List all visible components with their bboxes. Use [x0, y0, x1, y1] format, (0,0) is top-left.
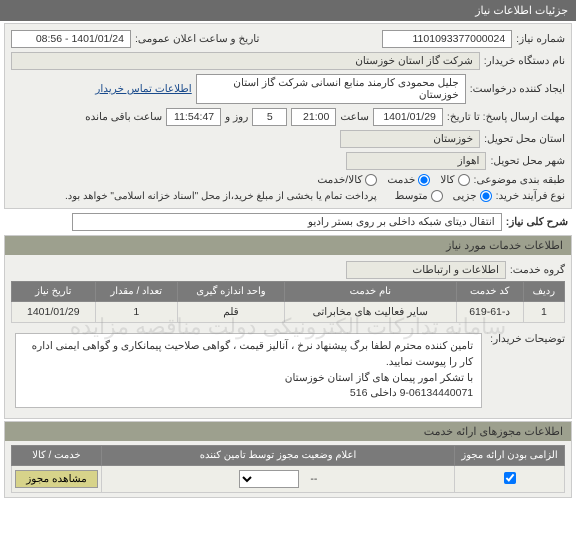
contact-link[interactable]: اطلاعات تماس خریدار: [95, 83, 191, 95]
permits-section: اطلاعات مجوزهای ارائه خدمت الزامی بودن ا…: [4, 421, 572, 498]
col-header: نام خدمت: [285, 282, 457, 302]
col-header: ردیف: [523, 282, 564, 302]
time-label-1: ساعت: [340, 111, 369, 123]
deadline-date: 1401/01/29: [373, 108, 443, 126]
permit-dash: --: [310, 473, 317, 485]
col-header: تعداد / مقدار: [95, 282, 177, 302]
group-value: اطلاعات و ارتباطات: [346, 261, 506, 279]
radio-khadmat[interactable]: خدمت: [387, 174, 430, 186]
col-header: واحد اندازه گیری: [177, 282, 284, 302]
permits-title: اطلاعات مجوزهای ارائه خدمت: [5, 422, 571, 441]
province-value: خوزستان: [340, 130, 480, 148]
need-no-label: شماره نیاز:: [516, 33, 565, 45]
col-header: تاریخ نیاز: [12, 282, 96, 302]
requester-label: ایجاد کننده درخواست:: [470, 83, 565, 95]
process-label: نوع فرآیند خرید:: [496, 190, 565, 202]
col-header: کد خدمت: [456, 282, 523, 302]
services-section: اطلاعات خدمات مورد نیاز گروه خدمت: اطلاع…: [4, 235, 572, 419]
desc-title: شرح کلی نیاز:: [506, 216, 568, 228]
pub-date-label: تاریخ و ساعت اعلان عمومی:: [135, 33, 259, 45]
table-row: 1د-61-619سایر فعالیت های مخابراتیقلم1140…: [12, 302, 565, 323]
buyer-value: شرکت گاز استان خوزستان: [11, 52, 480, 70]
remaining-time: 11:54:47: [166, 108, 221, 126]
buyer-note-label: توضیحات خریدار:: [490, 329, 565, 345]
page-header: جزئیات اطلاعات نیاز: [0, 0, 576, 21]
pub-date-value: 1401/01/24 - 08:56: [11, 30, 131, 48]
services-title: اطلاعات خدمات مورد نیاز: [5, 236, 571, 255]
need-no-value: 1101093377000024: [382, 30, 512, 48]
radio-both[interactable]: کالا/خدمت: [317, 174, 377, 186]
view-permit-button[interactable]: مشاهده مجوز: [15, 470, 98, 488]
remaining-label: ساعت باقی مانده: [85, 111, 162, 123]
info-section: شماره نیاز: 1101093377000024 تاریخ و ساع…: [4, 23, 572, 209]
radio-motavaset[interactable]: متوسط: [395, 190, 443, 202]
city-value: اهواز: [346, 152, 486, 170]
permit-required-checkbox[interactable]: [504, 472, 516, 484]
group-label: گروه خدمت:: [510, 264, 565, 276]
process-note: پرداخت تمام یا بخشی از مبلغ خرید،از محل …: [65, 191, 377, 202]
deadline-label: مهلت ارسال پاسخ: تا تاریخ:: [447, 111, 565, 123]
table-row: -- مشاهده مجوز: [12, 466, 565, 493]
requester-value: جلیل محمودی کارمند منابع انسانی شرکت گاز…: [196, 74, 466, 104]
col-header: الزامی بودن ارائه مجوز: [455, 446, 565, 466]
col-header: اعلام وضعیت مجوز توسط تامین کننده: [102, 446, 455, 466]
buyer-label: نام دستگاه خریدار:: [484, 55, 565, 67]
province-label: استان محل تحویل:: [484, 133, 565, 145]
services-table: ردیفکد خدمتنام خدمتواحد اندازه گیریتعداد…: [11, 281, 565, 323]
radio-kala[interactable]: کالا: [440, 174, 469, 186]
deadline-time: 21:00: [291, 108, 336, 126]
desc-text: انتقال دیتای شبکه داخلی بر روی بستر رادی…: [72, 213, 502, 231]
permits-table: الزامی بودن ارائه مجوزاعلام وضعیت مجوز ت…: [11, 445, 565, 493]
permit-status-select[interactable]: [239, 470, 299, 488]
days-label: روز و: [225, 111, 248, 123]
buyer-note-text: تامین کننده محترم لطفا برگ پیشنهاد نرخ ،…: [15, 333, 482, 408]
subject-class-label: طبقه بندی موضوعی:: [474, 174, 565, 186]
radio-jozi[interactable]: جزیی: [453, 190, 492, 202]
days-value: 5: [252, 108, 287, 126]
col-header: خدمت / کالا: [12, 446, 102, 466]
city-label: شهر محل تحویل:: [490, 155, 565, 167]
